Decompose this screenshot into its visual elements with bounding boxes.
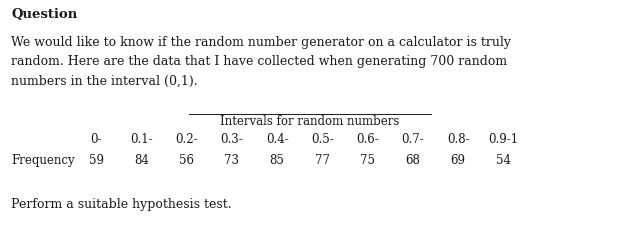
Text: Question: Question <box>11 8 78 21</box>
Text: 0.1-: 0.1- <box>130 133 153 146</box>
Text: Intervals for random numbers: Intervals for random numbers <box>220 115 400 128</box>
Text: Frequency: Frequency <box>11 154 75 168</box>
Text: 77: 77 <box>315 154 330 168</box>
Text: 0.7-: 0.7- <box>402 133 424 146</box>
Text: We would like to know if the random number generator on a calculator is truly
ra: We would like to know if the random numb… <box>11 36 511 87</box>
Text: 0.9-1: 0.9-1 <box>489 133 518 146</box>
Text: 0.4-: 0.4- <box>266 133 288 146</box>
Text: 0.5-: 0.5- <box>311 133 334 146</box>
Text: 56: 56 <box>179 154 194 168</box>
Text: 85: 85 <box>270 154 285 168</box>
Text: 0.3-: 0.3- <box>221 133 243 146</box>
Text: 0.8-: 0.8- <box>447 133 469 146</box>
Text: 73: 73 <box>224 154 239 168</box>
Text: 59: 59 <box>89 154 104 168</box>
Text: 54: 54 <box>496 154 511 168</box>
Text: Perform a suitable hypothesis test.: Perform a suitable hypothesis test. <box>11 198 232 211</box>
Text: 0-: 0- <box>91 133 102 146</box>
Text: 0.6-: 0.6- <box>356 133 379 146</box>
Text: 69: 69 <box>451 154 466 168</box>
Text: 68: 68 <box>405 154 420 168</box>
Text: 84: 84 <box>134 154 149 168</box>
Text: 0.2-: 0.2- <box>175 133 198 146</box>
Text: 75: 75 <box>360 154 375 168</box>
